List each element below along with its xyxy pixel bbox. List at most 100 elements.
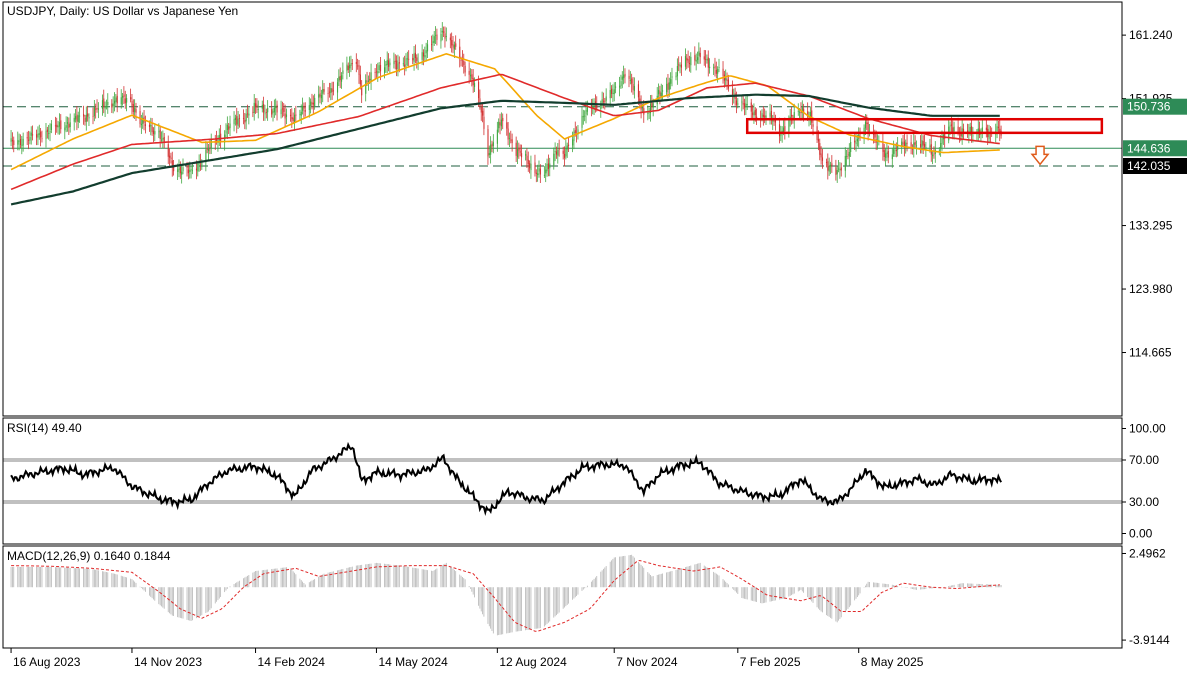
candle-body: [479, 98, 481, 107]
candle-body: [717, 69, 719, 74]
candle-body: [887, 150, 889, 158]
candle-body: [294, 114, 296, 123]
candle-body: [331, 88, 333, 92]
candle-body: [764, 115, 766, 118]
candle-body: [526, 155, 528, 161]
candle-body: [332, 90, 335, 92]
candle-body: [234, 117, 236, 120]
candle-body: [793, 112, 795, 120]
candle-body: [154, 131, 156, 135]
candle-body: [633, 85, 635, 91]
candle-body: [707, 57, 709, 68]
candle-body: [177, 169, 179, 172]
candle-body: [464, 65, 466, 73]
candle-body: [985, 127, 987, 131]
candle-body: [709, 66, 711, 69]
candle-body: [772, 120, 774, 122]
candle-body: [425, 50, 427, 54]
candle-body: [76, 114, 78, 122]
candle-body: [703, 56, 705, 60]
candle-body: [895, 149, 897, 152]
time-axis: 16 Aug 2023 14 Nov 2023 14 Feb 2024 14 May …: [10, 648, 924, 669]
candle-body: [341, 75, 343, 82]
candle-body: [406, 58, 408, 60]
candle-body: [444, 33, 446, 39]
candle-body: [48, 133, 50, 134]
candle-body: [492, 142, 494, 147]
candle-body: [929, 145, 931, 148]
candle-body: [21, 144, 23, 146]
candle-body: [97, 108, 99, 110]
candle-body: [369, 78, 371, 81]
candle-body: [568, 144, 570, 146]
candle-body: [746, 104, 748, 105]
candle-body: [320, 94, 322, 99]
candle-body: [452, 44, 454, 48]
candle-body: [825, 162, 828, 163]
candle-body: [725, 78, 727, 81]
candle-body: [960, 132, 962, 137]
candle-body: [422, 52, 425, 57]
candle-body: [521, 153, 523, 158]
candle-body: [962, 128, 965, 132]
candle-body: [713, 67, 715, 69]
candle-body: [65, 125, 67, 128]
candle-body: [322, 89, 324, 94]
candle-body: [637, 84, 639, 98]
candle-body: [310, 101, 312, 106]
level-label-150.736: 150.736: [1127, 100, 1171, 114]
candle-body: [257, 109, 259, 111]
candle-body: [788, 118, 790, 132]
candle-body: [226, 124, 228, 131]
candle-body: [773, 120, 775, 122]
price-y-tick-label: 123.980: [1129, 282, 1173, 296]
candle-body: [388, 60, 390, 67]
level-label-142.035: 142.035: [1127, 159, 1171, 173]
rsi-pane: 100.00 70.00 30.00 0.00: [3, 422, 1166, 541]
candle-body: [359, 74, 361, 85]
candle-body: [988, 133, 990, 139]
candle-body: [246, 113, 249, 115]
candle-body: [181, 171, 183, 175]
candle-body: [336, 82, 339, 93]
candle-body: [189, 170, 191, 172]
candle-body: [535, 172, 537, 174]
candle-body: [679, 64, 681, 67]
candle-body: [28, 139, 30, 141]
candle-body: [292, 117, 294, 122]
candle-body: [161, 139, 163, 141]
macd-signal-line: [11, 559, 1000, 632]
candle-body: [754, 109, 756, 116]
candle-body: [366, 80, 368, 82]
candle-body: [451, 40, 453, 46]
candle-body: [314, 97, 316, 107]
candle-body: [604, 100, 606, 102]
candle-body: [658, 89, 660, 95]
candle-body: [695, 59, 697, 62]
candle-body: [111, 103, 113, 108]
candle-body: [854, 140, 856, 143]
candle-body: [73, 117, 75, 122]
candle-body: [812, 124, 814, 127]
candle-body: [261, 104, 263, 109]
candle-body: [855, 142, 857, 145]
candle-body: [432, 41, 434, 44]
rsi-y-tick-label: 0.00: [1129, 527, 1153, 541]
candle-body: [469, 74, 472, 77]
main-chart-title: USDJPY, Daily: US Dollar vs Japanese Yen: [7, 4, 239, 18]
candle-body: [778, 124, 781, 137]
candle-body: [195, 168, 198, 171]
candle-body: [483, 116, 485, 129]
candle-body: [930, 144, 932, 155]
price-y-tick-label: 114.665: [1129, 346, 1172, 360]
candle-body: [662, 90, 664, 92]
candle-body: [413, 53, 415, 62]
candle-body: [389, 62, 391, 66]
candle-body: [491, 143, 493, 147]
candle-body: [29, 136, 31, 141]
candle-body: [105, 106, 108, 107]
candle-body: [303, 105, 305, 109]
rsi-pane-frame: [2, 417, 1123, 545]
